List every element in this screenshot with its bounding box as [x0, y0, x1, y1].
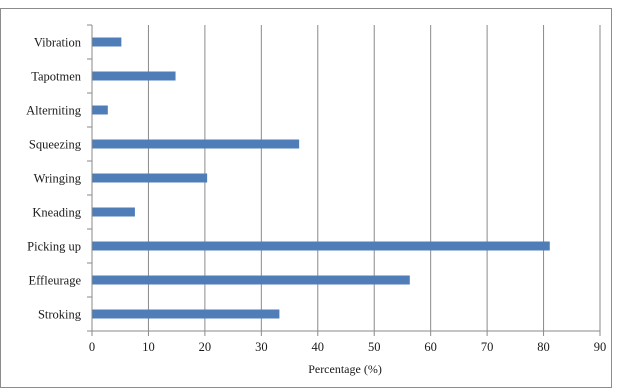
bar-kneading [92, 207, 135, 217]
bar-wringing [92, 173, 208, 183]
bar-picking-up [92, 241, 550, 251]
bar-vibration [92, 37, 122, 47]
category-label: Picking up [27, 240, 81, 254]
chart-frame [0, 8, 612, 388]
x-tick-label: 20 [199, 340, 212, 354]
x-tick-label: 90 [594, 340, 607, 354]
x-tick-label: 60 [424, 340, 437, 354]
bars [92, 37, 550, 319]
category-label: Wringing [34, 172, 82, 186]
grid-lines [147, 25, 601, 331]
x-tick-label: 50 [368, 340, 381, 354]
category-label: Alterniting [26, 104, 82, 118]
x-axis-title: Percentage (%) [308, 362, 382, 376]
x-tick-label: 80 [537, 340, 550, 354]
bar-squeezing [92, 139, 300, 149]
x-tick-label: 10 [142, 340, 155, 354]
bar-tapotmen [92, 71, 176, 81]
category-label: Stroking [38, 308, 82, 322]
category-label: Vibration [34, 36, 82, 50]
bar-effleurage [92, 275, 410, 285]
x-tick-label: 30 [255, 340, 268, 354]
x-tick-label: 70 [481, 340, 494, 354]
category-label: Squeezing [29, 138, 82, 152]
category-label: Effleurage [28, 274, 81, 288]
category-label: Tapotmen [31, 70, 82, 84]
category-label: Kneading [32, 206, 81, 220]
x-tick-label: 0 [89, 340, 95, 354]
x-tick-label: 40 [312, 340, 325, 354]
axes [87, 24, 601, 336]
labels: 0 10 20 30 40 50 60 70 80 90 Vibration Tapotmen Alte… [26, 36, 606, 355]
bar-alterniting [92, 105, 108, 115]
bar-stroking [92, 309, 280, 319]
